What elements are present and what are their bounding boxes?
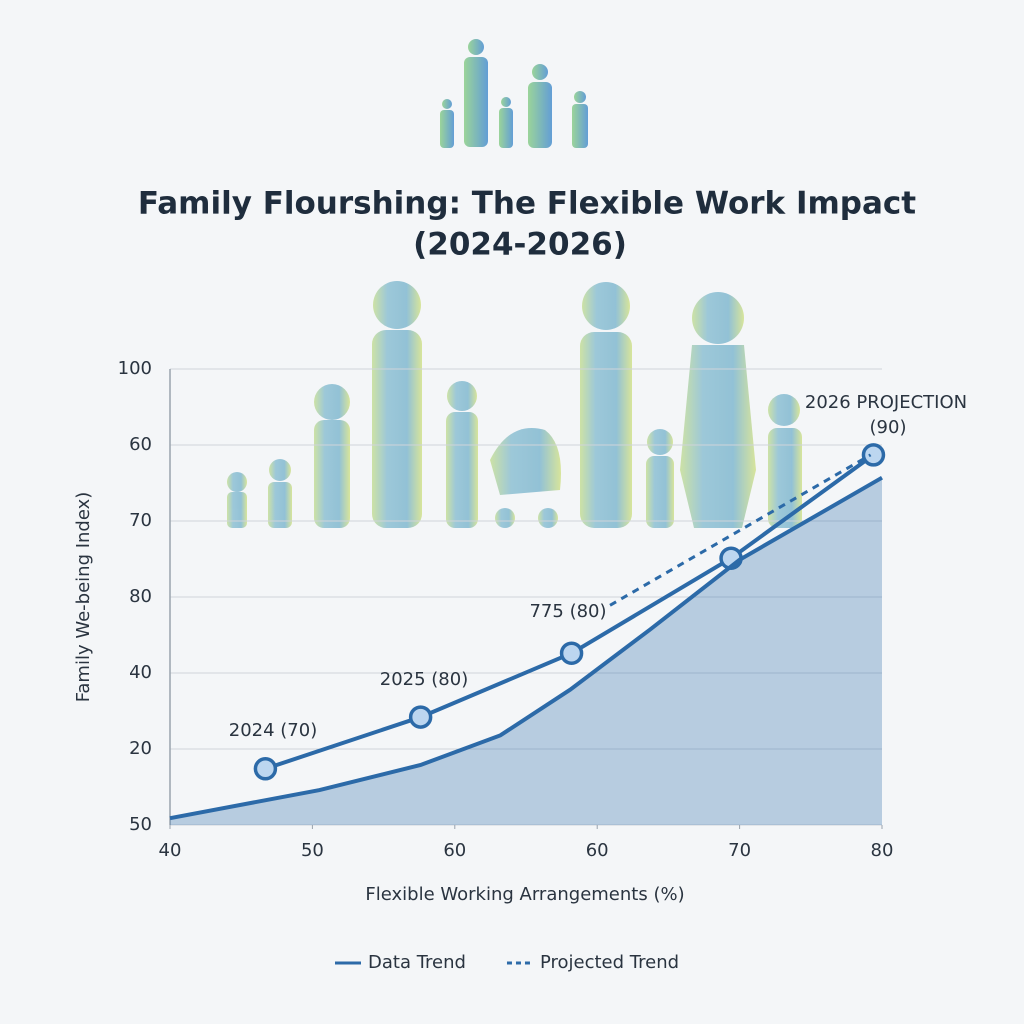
x-tick-label: 70 — [728, 840, 751, 861]
annotation: 775 (80) — [529, 601, 606, 622]
family-icon — [440, 39, 588, 148]
marker — [253, 757, 278, 781]
marker — [559, 641, 584, 665]
x-tick-label: 50 — [301, 840, 324, 861]
marker — [861, 443, 886, 467]
area — [170, 477, 882, 825]
series-line — [609, 453, 872, 607]
annotation: 2025 (80) — [380, 669, 468, 690]
legend-label: Data Trend — [368, 952, 466, 973]
chart-title: (2024-2026) — [413, 227, 627, 263]
y-tick-label: 40 — [129, 662, 152, 683]
y-tick-label: 80 — [129, 586, 152, 607]
y-tick-label: 50 — [129, 814, 152, 835]
x-tick-label: 40 — [159, 840, 182, 861]
y-tick-label: 70 — [129, 510, 152, 531]
legend-label: Projected Trend — [540, 952, 679, 973]
x-axis-label: Flexible Working Arrangements (%) — [365, 884, 684, 905]
y-tick-label: 20 — [129, 738, 152, 759]
marker — [408, 705, 433, 729]
y-tick-label: 60 — [129, 434, 152, 455]
family-silhouettes — [227, 281, 802, 528]
x-tick-label: 80 — [871, 840, 894, 861]
area-line — [169, 475, 883, 821]
annotation: 2024 (70) — [229, 720, 317, 741]
x-tick-label: 60 — [586, 840, 609, 861]
y-tick-label: 100 — [118, 358, 152, 379]
chart-title: Family Flourshing: The Flexible Work Imp… — [138, 186, 916, 222]
annotation: 2026 PROJECTION — [805, 392, 967, 413]
annotation: (90) — [870, 417, 907, 438]
x-tick-label: 60 — [443, 840, 466, 861]
y-axis-label: Family We-being Index) — [73, 492, 94, 703]
